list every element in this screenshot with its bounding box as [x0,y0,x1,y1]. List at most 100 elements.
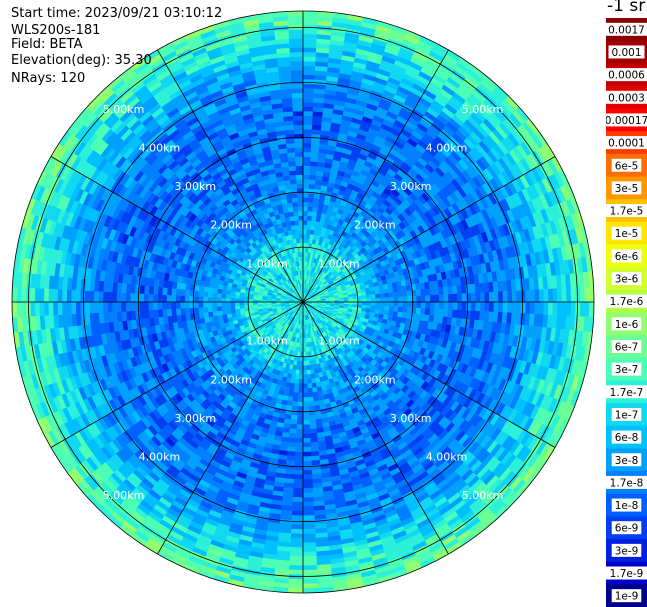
ppi-cell [302,247,307,253]
ppi-cell [543,301,549,316]
ppi-cell [538,301,545,315]
ppi-cell [302,201,309,207]
ppi-cell [552,288,558,303]
ppi-cell [302,515,315,521]
ppi-cell [502,301,508,313]
ppi-cell [294,460,304,466]
ppi-cell [302,101,314,107]
ppi-cell [310,147,320,153]
ppi-cell [302,533,316,539]
ppi-cell [488,301,495,313]
ppi-cell [308,179,317,185]
ppi-cell [461,301,467,311]
ppi-cell [288,428,297,434]
ppi-cell [288,432,297,439]
ppi-cell [429,294,436,303]
ppi-cell [302,583,319,589]
ppi-cell [420,295,426,303]
ppi-cell [302,124,313,130]
ppi-cell [302,419,310,425]
ppi-cell [291,519,304,526]
ppi-cell [383,288,390,294]
ppi-cell [415,307,422,315]
ppi-cell [302,42,317,48]
ppi-cell [393,306,399,313]
ppi-cell [312,206,319,213]
ppi-cell [388,306,395,312]
ppi-cell [302,38,318,44]
ppi-cell [296,419,304,425]
ppi-cell [291,506,304,512]
ppi-cell [308,414,316,421]
ppi-cell [302,179,310,185]
ppi-cell [302,556,317,562]
ppi-cell [302,397,309,403]
ppi-cell [295,438,304,444]
ppi-cell [507,290,513,303]
ppi-cell [375,293,381,299]
ppi-cell [302,442,311,448]
ppi-cell [302,51,317,58]
ppi-cell [296,415,304,421]
ppi-cell [302,215,308,221]
ppi-cell [488,291,495,303]
ppi-cell [287,587,304,594]
ppi-cell [584,301,590,318]
ppi-cell [289,556,304,562]
ppi-cell [302,10,319,17]
ppi-cell [310,446,319,453]
ppi-cell [379,293,385,299]
ppi-cell [302,206,309,212]
ppi-cell [307,215,313,221]
ppi-cell [484,292,490,303]
ppi-cell [392,311,399,318]
ppi-cell [309,432,318,439]
ppi-cell [434,301,440,310]
ppi-cell [310,151,319,158]
ppi-cell [375,301,381,307]
ppi-cell [407,301,413,308]
ppi-cell [584,286,590,303]
ppi-cell [298,388,304,394]
ppi-cell [302,129,313,135]
ppi-cell [294,374,300,380]
ppi-cell [402,301,408,308]
ppi-cell [309,165,318,172]
ppi-cell [384,306,390,312]
ppi-cell [379,288,385,295]
ppi-cell [525,289,531,303]
ppi-cell [479,292,486,303]
ppi-cell [402,307,408,314]
ppi-cell [302,378,308,385]
ppi-cell [424,288,431,296]
ppi-cell [302,392,309,398]
ppi-cell [302,383,308,389]
ppi-cell [293,383,299,389]
ppi-cell [429,308,435,317]
ppi-cell [402,290,408,297]
ppi-cell [452,301,458,311]
ppi-cell [286,455,296,462]
ppi-cell [425,295,431,303]
ppi-cell [529,289,536,303]
ppi-cell [292,501,304,507]
ppi-cell [298,378,304,385]
ppi-cell [302,546,317,553]
ppi-cell [302,229,308,235]
ppi-cell [306,365,311,371]
ppi-cell [293,478,304,485]
ppi-cell [484,301,490,312]
ppi-cell [299,360,304,366]
ppi-cell [288,437,297,443]
ppi-cell [291,515,304,521]
ppi-cell [287,446,296,453]
ppi-cell [297,406,304,412]
ppi-cell [310,455,320,462]
ppi-cell [302,192,309,198]
ppi-cell [294,456,304,462]
ppi-cell [561,287,567,303]
ppi-cell [293,469,304,475]
ppi-cell [448,293,454,303]
ppi-cell [292,492,304,498]
